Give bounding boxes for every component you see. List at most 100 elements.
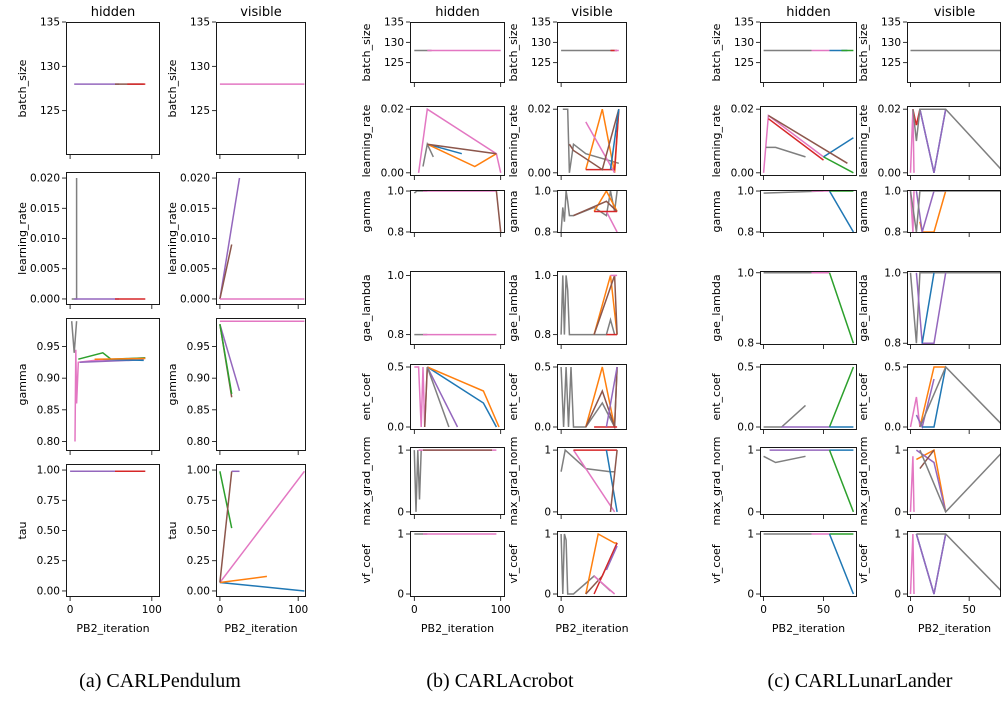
- series-line-gray: [560, 190, 618, 233]
- series-line-brown: [423, 366, 429, 428]
- y-tick-label: 0.80: [187, 436, 210, 448]
- axes-frame: [907, 271, 1001, 345]
- panel-batch_size-visible: 125 130 135 visible batch_size: [507, 5, 627, 87]
- y-tick-label: 1.0: [884, 267, 901, 279]
- column-title-visible: visible: [571, 5, 613, 20]
- y-tick-label: 0.00: [878, 167, 901, 179]
- panel-max_grad_norm-hidden: 0 1 max_grad_norm: [360, 437, 505, 525]
- series-line-gray: [70, 321, 78, 353]
- y-tick-label: 0.85: [187, 404, 210, 416]
- series-line-purple: [219, 324, 241, 392]
- series-line-gray: [766, 146, 806, 158]
- series-line-purple: [915, 190, 946, 233]
- axes-frame: [557, 22, 627, 83]
- series-line-orange: [426, 143, 497, 168]
- series-line-gray: [560, 533, 612, 595]
- panel-vf_coef-visible: 0 1 0 PB2_iteration vf_coef: [507, 529, 629, 636]
- y-tick-label: 0.00: [528, 167, 551, 179]
- series-line-gray: [71, 178, 78, 300]
- y-tick-label: 0.5: [387, 362, 404, 374]
- y-tick-label: 125: [531, 57, 551, 69]
- x-axis-label: PB2_iteration: [555, 622, 628, 635]
- y-axis-label: batch_size: [710, 23, 723, 81]
- y-tick-label: 0: [544, 506, 551, 518]
- y-tick-label: 0.0: [387, 422, 404, 434]
- axes-frame: [216, 318, 306, 451]
- panel-tau-hidden: 0.00 0.25 0.50 0.75 1.00 0 100 PB2_iteration tau: [16, 464, 162, 635]
- series-line-brown: [609, 450, 618, 512]
- y-axis-label: gae_lambda: [507, 274, 520, 341]
- series-line-gray: [413, 450, 422, 512]
- x-tick-label: 0: [760, 604, 767, 616]
- y-tick-label: 0.8: [387, 226, 404, 238]
- panel-batch_size-visible: 125 130 135 visible batch_size: [857, 5, 1001, 87]
- y-tick-label: 0.02: [528, 104, 551, 116]
- series-line-blue: [919, 109, 947, 173]
- series-line-purple: [915, 272, 947, 344]
- y-tick-label: 130: [531, 37, 551, 49]
- y-axis-label: gae_lambda: [360, 274, 373, 341]
- y-tick-label: 130: [40, 61, 60, 73]
- y-tick-label: 0.8: [737, 338, 754, 350]
- column-title-hidden: hidden: [435, 5, 480, 20]
- y-tick-label: 0.000: [30, 293, 60, 305]
- y-tick-label: 1.0: [737, 186, 754, 198]
- series-line-purple: [426, 366, 459, 428]
- series-line-orange: [219, 575, 267, 584]
- x-tick-label: 0: [217, 604, 224, 616]
- y-axis-label: ent_coef: [360, 372, 373, 420]
- axes-frame: [216, 172, 306, 305]
- series-line-pink: [909, 190, 915, 233]
- y-tick-label: 1: [747, 445, 754, 457]
- axes-frame: [760, 447, 857, 515]
- y-axis-label: batch_size: [360, 23, 373, 81]
- panel-max_grad_norm-visible: 0 1 max_grad_norm: [857, 437, 1001, 525]
- axes-frame: [66, 464, 160, 597]
- y-axis-label: gamma: [166, 364, 179, 406]
- x-tick-label: 50: [817, 604, 830, 616]
- x-tick-label: 0: [558, 604, 565, 616]
- y-tick-label: 1.0: [534, 270, 551, 282]
- axes-frame: [216, 464, 306, 597]
- series-line-purple: [605, 366, 618, 428]
- y-tick-label: 0.5: [737, 362, 754, 374]
- axes-frame: [66, 22, 160, 155]
- y-axis-label: learning_rate: [710, 104, 723, 177]
- y-tick-label: 135: [531, 17, 551, 29]
- y-axis-label: gamma: [16, 364, 29, 406]
- panel-ent_coef-visible: 0.0 0.5 ent_coef: [507, 362, 627, 434]
- axes-frame: [410, 22, 505, 83]
- y-tick-label: 0.00: [187, 585, 210, 597]
- series-line-gray: [909, 190, 1001, 233]
- series-line-pink: [605, 211, 618, 233]
- axes-frame: [557, 271, 627, 345]
- axes-frame: [760, 106, 857, 176]
- series-line-brown: [219, 244, 233, 300]
- y-axis-label: ent_coef: [857, 372, 870, 420]
- panel-tau-visible: 0.00 0.25 0.50 0.75 1.00 0 100 PB2_iteration tau: [166, 464, 308, 635]
- y-tick-label: 0.95: [37, 341, 60, 353]
- series-line-gray: [562, 108, 620, 173]
- y-tick-label: 0: [544, 589, 551, 601]
- y-tick-label: 130: [190, 61, 210, 73]
- y-axis-label: tau: [166, 521, 179, 539]
- series-line-blue: [426, 366, 498, 428]
- axes-frame: [410, 271, 505, 345]
- series-line-pink: [909, 533, 915, 595]
- y-tick-label: 1: [747, 529, 754, 541]
- series-line-brown: [768, 114, 848, 164]
- y-tick-label: 0.95: [187, 341, 210, 353]
- y-tick-label: 0.02: [878, 104, 901, 116]
- x-tick-label: 100: [142, 604, 162, 616]
- y-tick-label: 130: [881, 37, 901, 49]
- series-line-brown: [427, 143, 497, 155]
- series-line-gray: [919, 449, 1001, 514]
- y-tick-label: 135: [190, 17, 210, 29]
- series-line-gray: [919, 365, 1001, 428]
- y-axis-label: gamma: [710, 191, 723, 233]
- series-line-brown: [219, 471, 233, 583]
- series-line-green: [219, 324, 233, 395]
- y-tick-label: 0: [397, 589, 404, 601]
- series-line-purple: [219, 177, 241, 300]
- x-tick-label: 0: [411, 604, 418, 616]
